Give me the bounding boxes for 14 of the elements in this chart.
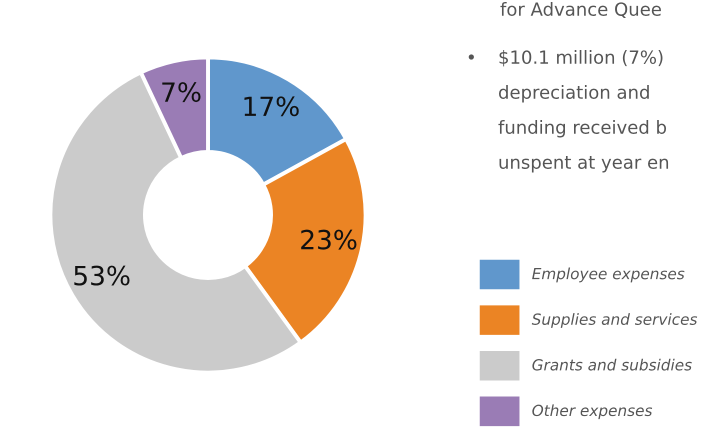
legend-label: Supplies and services	[532, 313, 698, 328]
text: unspent at year en	[500, 156, 668, 172]
text: depreciation and	[498, 85, 649, 102]
text: for Advance Quee	[500, 2, 661, 18]
data-label: 7%	[162, 82, 201, 102]
data-label: 23%	[301, 230, 356, 250]
text: •	[468, 54, 474, 60]
legend-label: Other expenses	[532, 404, 652, 420]
data-label: 17%	[244, 96, 299, 116]
data-label: 53%	[74, 266, 130, 286]
legend-label: Employee expenses	[532, 268, 684, 282]
legend-label: Grants and subsidies	[532, 358, 692, 371]
text: $10.1 million (7%)	[500, 50, 662, 66]
text: funding received b	[498, 120, 666, 138]
